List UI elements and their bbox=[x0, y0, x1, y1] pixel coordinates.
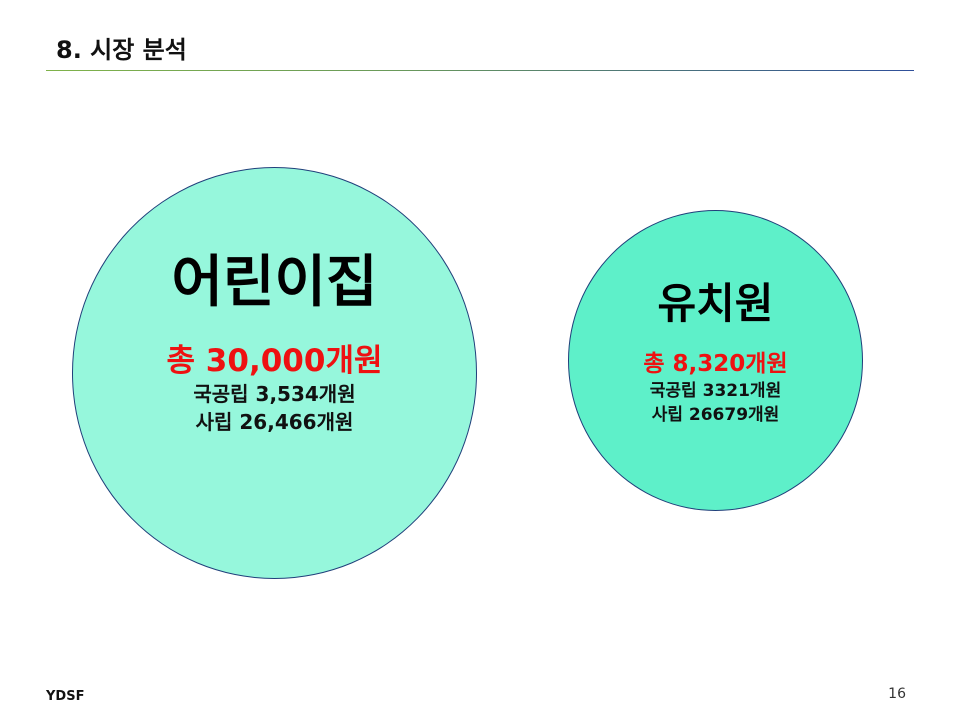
daycare-public-count: 국공립 3,534개원 bbox=[193, 382, 356, 406]
daycare-total: 총 30,000개원 bbox=[166, 343, 383, 379]
kindergarten-circle: 유치원 총 8,320개원 국공립 3321개원 사립 26679개원 bbox=[568, 210, 863, 511]
daycare-private-count: 사립 26,466개원 bbox=[195, 410, 354, 434]
title-divider bbox=[46, 70, 914, 71]
kindergarten-total: 총 8,320개원 bbox=[643, 351, 788, 377]
kindergarten-title: 유치원 bbox=[657, 279, 774, 328]
kindergarten-private-count: 사립 26679개원 bbox=[651, 405, 780, 425]
daycare-circle: 어린이집 총 30,000개원 국공립 3,534개원 사립 26,466개원 bbox=[72, 167, 477, 579]
footer-org-name: YDSF bbox=[46, 689, 85, 704]
slide-title: 8. 시장 분석 bbox=[56, 36, 187, 64]
daycare-title: 어린이집 bbox=[171, 250, 378, 315]
page-number: 16 bbox=[888, 686, 906, 702]
kindergarten-public-count: 국공립 3321개원 bbox=[649, 381, 782, 401]
